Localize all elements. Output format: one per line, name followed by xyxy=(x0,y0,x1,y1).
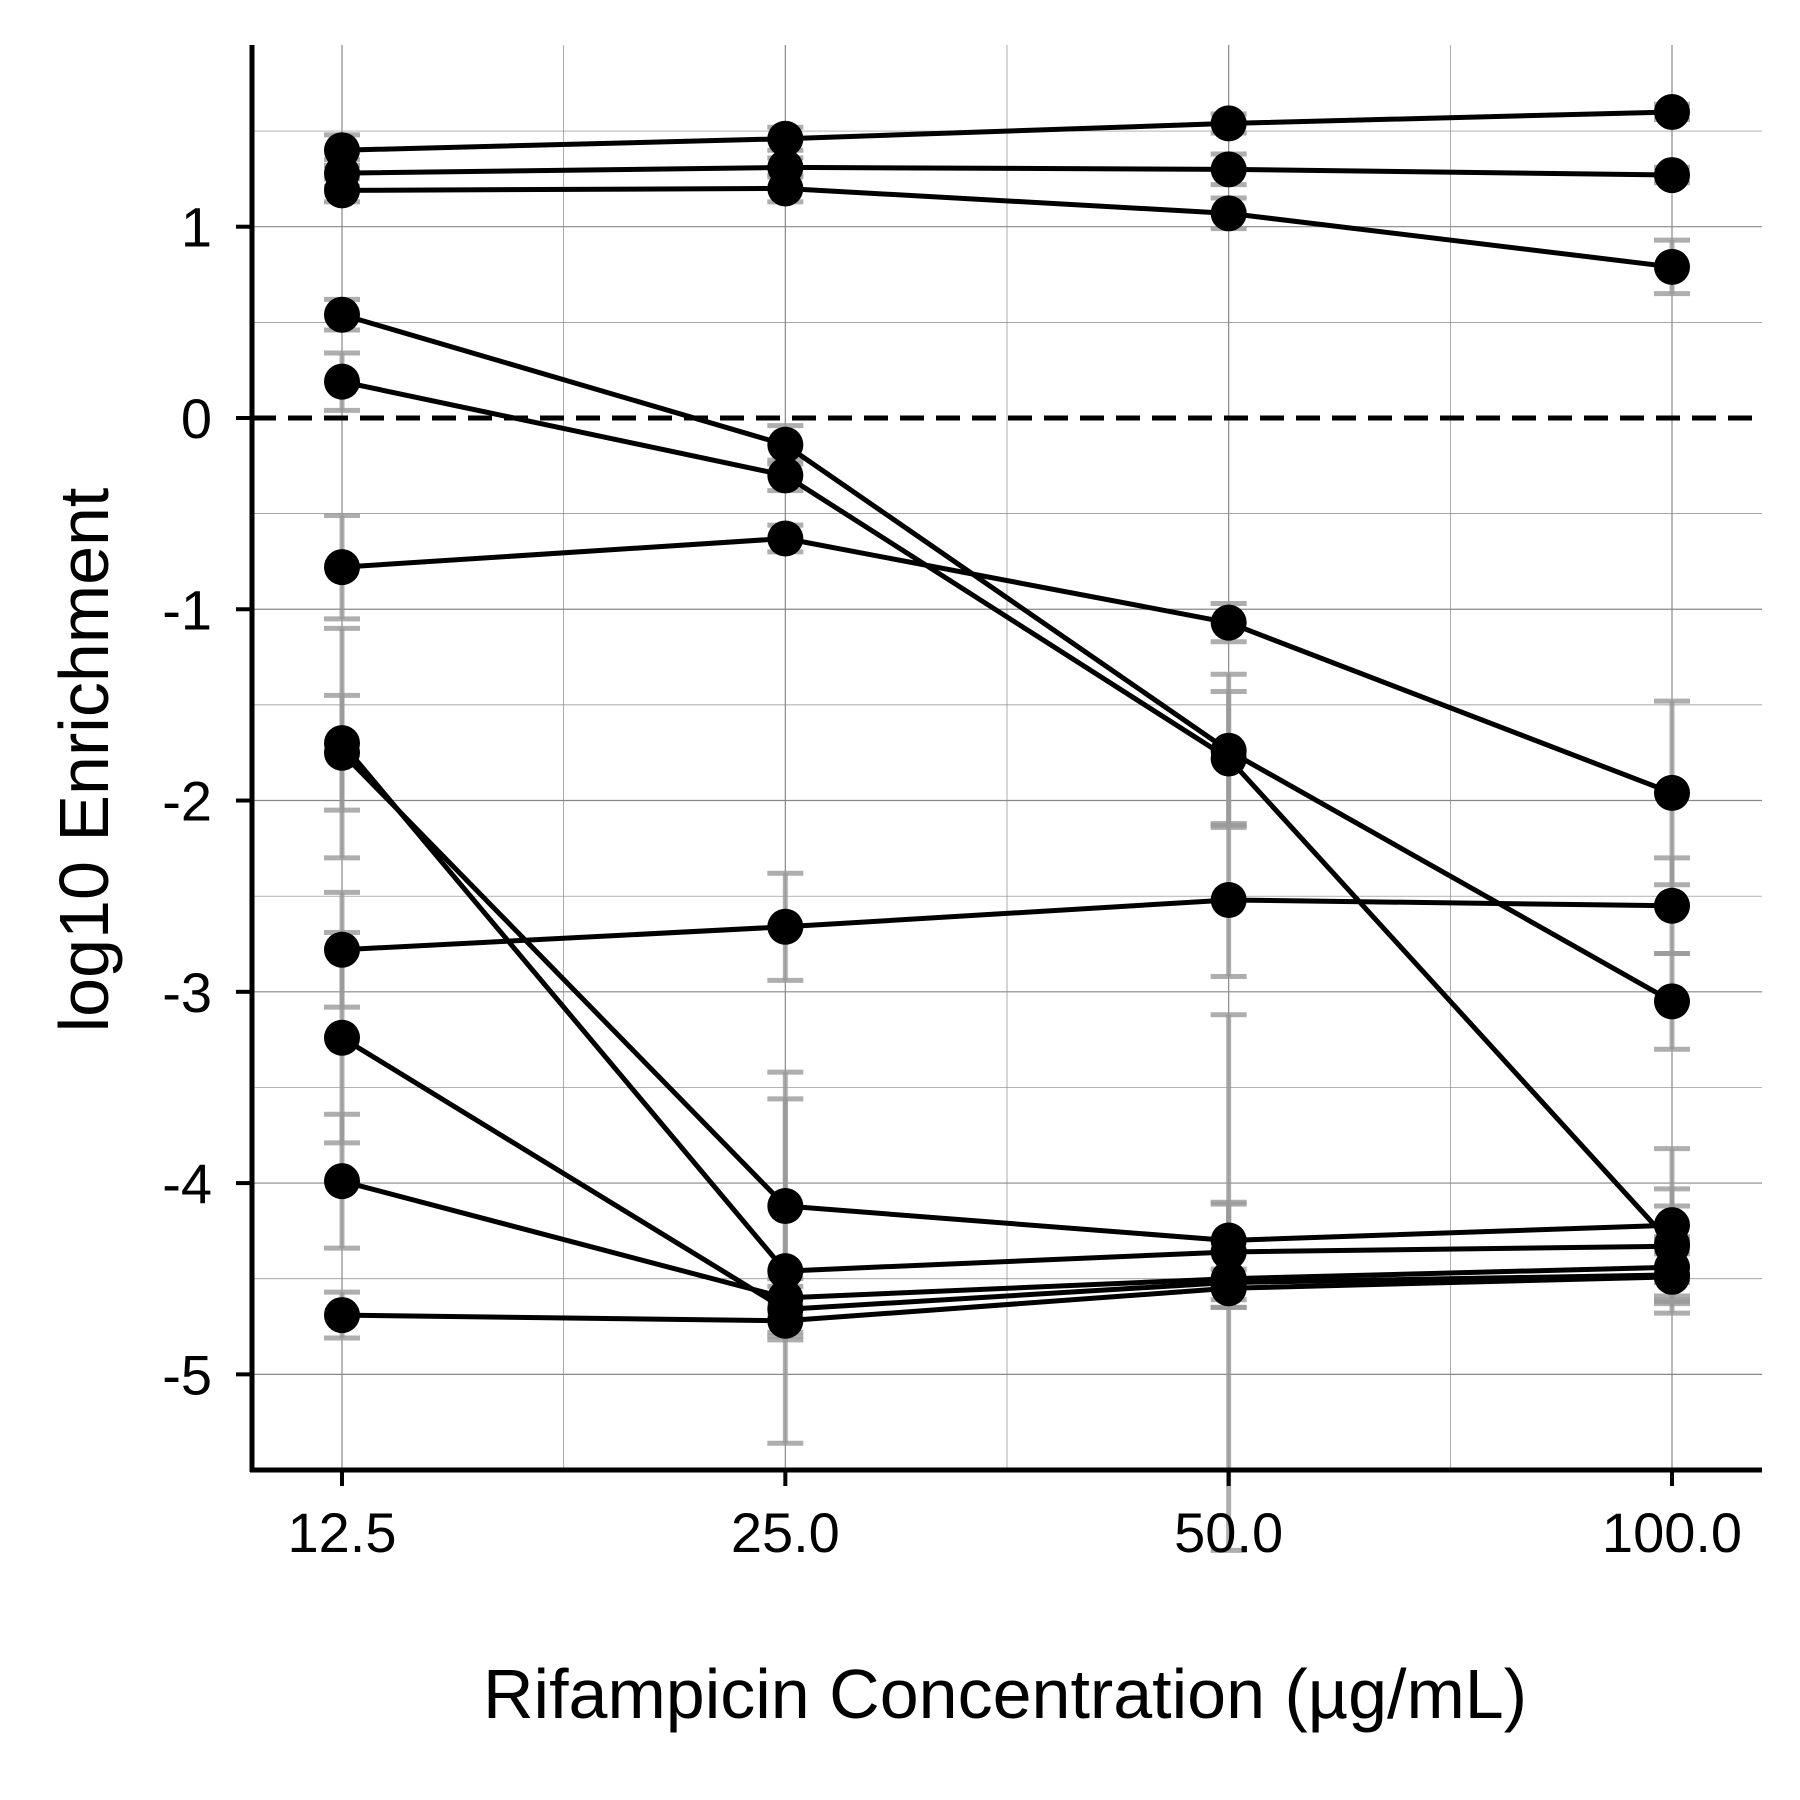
data-point xyxy=(1210,1222,1247,1259)
y-tick-label: 1 xyxy=(181,196,212,259)
data-point xyxy=(767,1253,804,1290)
data-point xyxy=(1210,105,1247,142)
data-point xyxy=(767,1188,804,1225)
data-point xyxy=(324,1163,360,1200)
data-point xyxy=(1210,882,1247,918)
data-point xyxy=(767,170,804,207)
data-point xyxy=(1654,774,1690,811)
data-point xyxy=(767,426,804,463)
data-point xyxy=(324,172,360,209)
series-line-5 xyxy=(341,379,1674,1246)
series-line-1 xyxy=(341,109,1673,153)
x-axis-title: Rifampicin Concentration (µg/mL) xyxy=(483,1655,1527,1733)
series-line-10 xyxy=(340,1035,1673,1312)
data-point xyxy=(1654,1258,1690,1295)
data-point xyxy=(324,363,360,400)
data-point xyxy=(1654,1207,1690,1244)
x-tick-label: 100.0 xyxy=(1602,1501,1742,1564)
data-point xyxy=(324,1297,360,1334)
data-point xyxy=(767,457,804,494)
series-line-11 xyxy=(341,1178,1673,1301)
x-tick-label: 25.0 xyxy=(731,1501,840,1564)
data-point xyxy=(1654,93,1690,130)
data-point xyxy=(1210,195,1247,232)
data-point xyxy=(1654,248,1690,285)
data-points xyxy=(324,93,1690,1339)
data-point xyxy=(324,734,360,771)
series-line-2 xyxy=(341,164,1673,178)
y-tick-label: -2 xyxy=(162,770,212,833)
series-lines xyxy=(340,109,1674,1324)
data-point xyxy=(767,1302,804,1339)
data-point xyxy=(324,296,360,333)
y-tick-label: -3 xyxy=(162,961,212,1024)
data-point xyxy=(324,549,360,586)
data-point xyxy=(1210,151,1247,188)
data-point xyxy=(1654,157,1690,194)
series-line-12 xyxy=(341,1274,1673,1324)
y-tick-label: 0 xyxy=(181,387,212,450)
series-line-9 xyxy=(341,897,1673,953)
data-point xyxy=(1210,604,1247,641)
data-point xyxy=(324,1019,360,1056)
data-point xyxy=(767,520,804,557)
data-point xyxy=(1210,740,1247,777)
series-line-4 xyxy=(341,312,1674,1004)
y-tick-label: -5 xyxy=(162,1343,212,1406)
y-tick-label: -4 xyxy=(162,1152,212,1215)
tick-labels: 1 0 -1 -2 -3 -4 -5 12.5 25.0 50.0 100.0 xyxy=(162,196,1742,1564)
y-tick-label: -1 xyxy=(162,578,212,641)
x-tick-label: 50.0 xyxy=(1174,1501,1283,1564)
x-tick-label: 12.5 xyxy=(288,1501,397,1564)
grid xyxy=(252,45,1762,1470)
axes xyxy=(236,45,1762,1486)
data-point xyxy=(1654,887,1690,924)
data-point xyxy=(1654,983,1690,1020)
data-point xyxy=(767,908,804,945)
data-point xyxy=(767,120,804,157)
data-point xyxy=(1210,1270,1247,1307)
series-line-7 xyxy=(340,741,1673,1274)
series-line-8 xyxy=(340,750,1673,1243)
series-line-6 xyxy=(341,535,1673,796)
data-point xyxy=(324,931,360,968)
y-axis-title: log10 Enrichment xyxy=(45,488,123,1033)
series-line-3 xyxy=(341,185,1673,270)
